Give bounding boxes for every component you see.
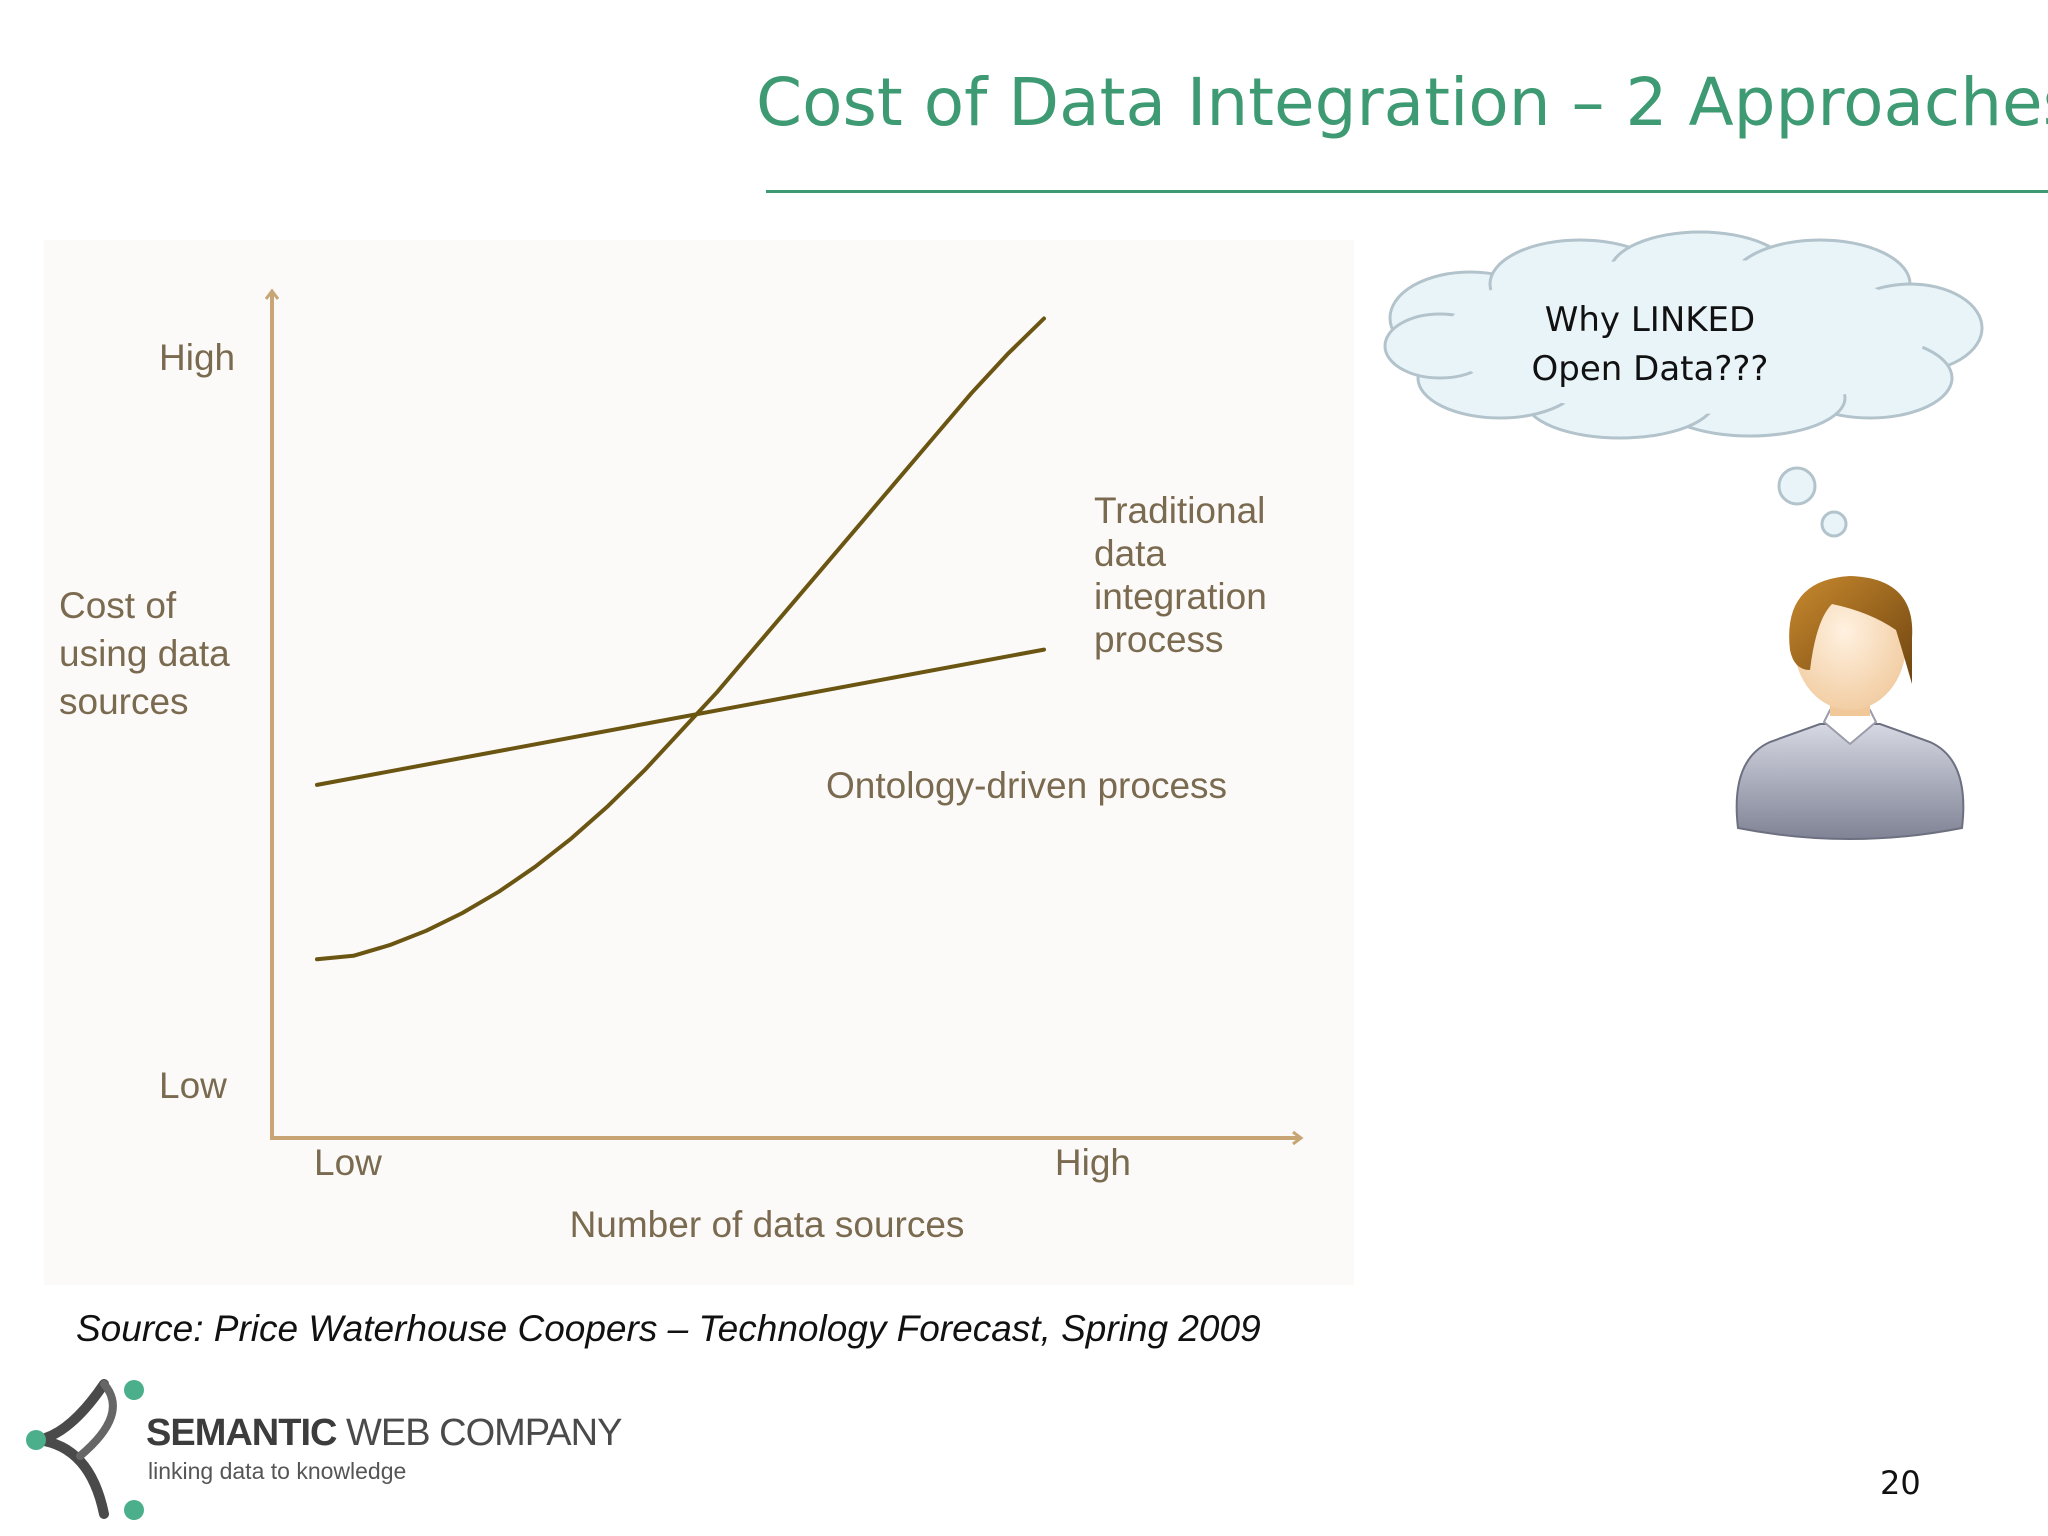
person-icon	[1735, 576, 1965, 840]
x-tick-label-low: Low	[314, 1142, 382, 1183]
series-label-traditional-data-integration-process-line-4: process	[1094, 619, 1224, 660]
logo-name: SEMANTIC WEB COMPANY	[146, 1412, 622, 1455]
company-logo	[26, 1379, 144, 1520]
series-line-traditional-data-integration-process	[315, 316, 1046, 962]
cost-chart: High Low Low High Number of data sources Cost…	[59, 240, 1354, 1245]
label-layer: High Low Low High Number of data sources Cost…	[59, 337, 1267, 1245]
y-tick-label-low: Low	[159, 1065, 227, 1106]
thought-bubble-dot-large	[1777, 466, 1817, 506]
series-line-ontology-driven-process	[315, 647, 1046, 787]
y-axis-label-line-2: using data	[59, 633, 230, 674]
cloud-line-2: Open Data???	[1531, 349, 1769, 389]
slide-title: Cost of Data Integration – 2 Approaches	[756, 64, 2048, 141]
x-axis-label: Number of data sources	[570, 1204, 965, 1245]
logo-tagline: linking data to knowledge	[148, 1458, 407, 1484]
x-tick-label-high: High	[1055, 1142, 1131, 1183]
series-layer	[315, 316, 1046, 962]
series-label-traditional-data-integration-process-line-2: data	[1094, 533, 1166, 574]
chart-panel: High Low Low High Number of data sources Cost…	[44, 240, 1354, 1285]
series-label-traditional-data-integration-process-line-3: integration	[1094, 576, 1267, 617]
title-underline	[766, 190, 2048, 193]
thought-cloud	[1383, 230, 1984, 538]
source-citation: Source: Price Waterhouse Coopers – Techn…	[76, 1308, 1261, 1349]
y-tick-label-high: High	[159, 337, 235, 378]
logo-name-rest: WEB COMPANY	[336, 1412, 622, 1454]
logo-name-bold: SEMANTIC	[146, 1412, 337, 1454]
series-label-ontology-driven-process-line-1: Ontology-driven process	[826, 765, 1227, 806]
cloud-line-1: Why LINKED	[1544, 300, 1756, 340]
y-axis-label-line-1: Cost of	[59, 585, 177, 626]
y-axis-label-line-3: sources	[59, 681, 189, 722]
series-label-traditional-data-integration-process-line-1: Traditional	[1094, 490, 1265, 531]
page-number: 20	[1880, 1464, 1921, 1502]
cloud-text: Why LINKED Open Data???	[1500, 296, 1800, 394]
thought-bubble-dot-small	[1820, 510, 1848, 538]
